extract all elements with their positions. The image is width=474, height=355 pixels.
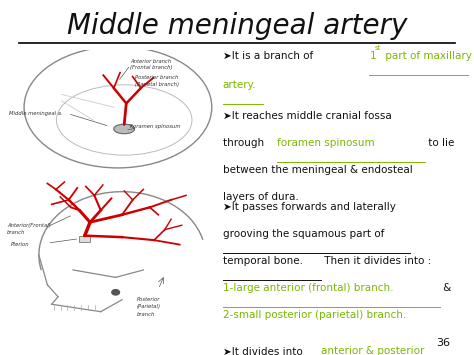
Text: anterior & posterior: anterior & posterior: [321, 346, 425, 355]
Text: ➤It divides into: ➤It divides into: [223, 346, 306, 355]
Text: Posterior branch: Posterior branch: [135, 75, 178, 80]
Text: ➤It reaches middle cranial fossa: ➤It reaches middle cranial fossa: [223, 111, 392, 121]
Text: Middle meningeal artery: Middle meningeal artery: [67, 12, 407, 40]
Text: (Parietal): (Parietal): [137, 304, 161, 309]
Text: Posterior: Posterior: [137, 297, 160, 302]
Text: 1-large anterior (frontal) branch.: 1-large anterior (frontal) branch.: [223, 283, 393, 293]
Text: &: &: [440, 283, 451, 293]
Text: Foramen spinosum: Foramen spinosum: [130, 124, 181, 129]
Text: (Frontal branch): (Frontal branch): [130, 65, 173, 70]
Text: branch: branch: [7, 230, 25, 235]
Text: layers of dura.: layers of dura.: [223, 192, 299, 202]
Text: temporal bone.: temporal bone.: [223, 256, 303, 266]
Text: branch: branch: [137, 312, 155, 317]
Text: grooving the squamous part of: grooving the squamous part of: [223, 229, 384, 239]
Text: 2-small posterior (parietal) branch.: 2-small posterior (parietal) branch.: [223, 310, 406, 320]
Text: foramen spinosum: foramen spinosum: [277, 138, 374, 148]
Text: Middle meningeal a.: Middle meningeal a.: [9, 111, 63, 116]
Text: part of maxillary: part of maxillary: [383, 51, 473, 61]
Text: Pterion: Pterion: [11, 242, 30, 247]
Text: ➤It passes forwards and laterally: ➤It passes forwards and laterally: [223, 202, 396, 212]
Text: Anterior branch: Anterior branch: [130, 59, 172, 64]
Text: 36: 36: [436, 338, 450, 348]
Text: (Parietal branch): (Parietal branch): [135, 82, 179, 87]
FancyBboxPatch shape: [79, 236, 90, 242]
Text: ➤It is a branch of: ➤It is a branch of: [223, 51, 316, 61]
Text: Anterior(Frontal): Anterior(Frontal): [7, 223, 51, 228]
Text: st: st: [375, 45, 382, 51]
Text: artery.: artery.: [223, 80, 256, 89]
Text: to lie: to lie: [425, 138, 454, 148]
Text: Then it divides into :: Then it divides into :: [321, 256, 432, 266]
Ellipse shape: [114, 124, 135, 134]
Text: through: through: [223, 138, 267, 148]
Circle shape: [112, 290, 119, 295]
Text: 1: 1: [369, 51, 376, 61]
Text: between the meningeal & endosteal: between the meningeal & endosteal: [223, 165, 412, 175]
